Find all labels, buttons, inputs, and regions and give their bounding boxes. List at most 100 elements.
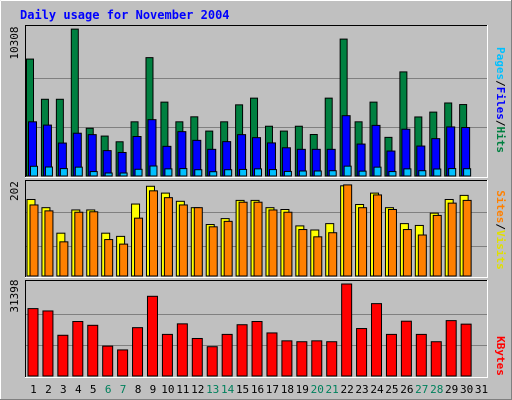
x-tick-label: 9 bbox=[150, 383, 157, 396]
x-tick-label: 19 bbox=[296, 383, 309, 396]
sites-bar bbox=[253, 201, 263, 277]
hits-ymax-label: 10308 bbox=[8, 26, 21, 59]
sites-bar bbox=[432, 214, 442, 277]
pages-bar bbox=[224, 169, 233, 177]
sites-bar bbox=[44, 210, 54, 277]
kbytes-bar bbox=[326, 341, 338, 377]
sites-bar bbox=[104, 239, 114, 277]
sites-bar bbox=[119, 243, 129, 277]
pages-bar bbox=[30, 165, 38, 177]
sites-bar bbox=[283, 211, 293, 277]
kbytes-bar bbox=[27, 308, 39, 377]
kbytes-bar bbox=[460, 323, 472, 377]
kbytes-bar bbox=[236, 324, 248, 377]
legend-sites: Sites bbox=[494, 190, 507, 223]
pages-bar bbox=[74, 166, 83, 177]
x-tick-label: 2 bbox=[45, 383, 52, 396]
kbytes-bar bbox=[415, 333, 427, 377]
legend-pages: Pages bbox=[494, 47, 507, 80]
x-tick-label: 21 bbox=[326, 383, 339, 396]
x-tick-label: 24 bbox=[370, 383, 384, 396]
kbytes-bar bbox=[161, 333, 173, 377]
x-tick-label: 15 bbox=[236, 383, 249, 396]
legend-visits: Visits bbox=[494, 230, 507, 270]
x-tick-label: 8 bbox=[135, 383, 142, 396]
pages-bar bbox=[433, 168, 442, 177]
sites-bar bbox=[343, 184, 353, 277]
x-tick-label: 31 bbox=[475, 383, 488, 396]
kbytes-bar bbox=[132, 327, 144, 377]
sites-bar bbox=[208, 226, 218, 277]
pages-bar bbox=[119, 172, 128, 177]
hits-legend: Pages/Files/Hits bbox=[494, 47, 507, 153]
kbytes-bar bbox=[42, 310, 54, 377]
kbytes-bar bbox=[385, 333, 397, 377]
kbytes-bar bbox=[296, 341, 308, 377]
x-tick-label: 7 bbox=[120, 383, 127, 396]
pages-bar bbox=[104, 172, 113, 177]
x-tick-label: 13 bbox=[206, 383, 219, 396]
pages-bar bbox=[358, 170, 367, 177]
x-tick-label: 30 bbox=[460, 383, 473, 396]
kbytes-bar bbox=[57, 334, 69, 377]
sites-bar bbox=[417, 234, 427, 277]
pages-bar bbox=[149, 165, 158, 177]
sites-bar bbox=[74, 211, 84, 277]
x-tick-label: 20 bbox=[311, 383, 324, 396]
kbytes-bar bbox=[146, 295, 158, 377]
sites-bar bbox=[238, 201, 248, 277]
visits-ymax-label: 202 bbox=[8, 181, 21, 201]
kbytes-bar bbox=[251, 320, 263, 377]
visits-sites-panel bbox=[25, 180, 488, 278]
x-tick-label: 25 bbox=[385, 383, 398, 396]
x-tick-label: 1 bbox=[30, 383, 37, 396]
x-tick-label: 17 bbox=[266, 383, 279, 396]
legend-sep: / bbox=[494, 120, 507, 127]
pages-bar bbox=[194, 169, 203, 177]
x-axis-day-labels: 1 2 3 4 5 6 7 8 9 10 11 12 13 14 15 16 17 18 19 20 21 22 23 24 2… bbox=[30, 383, 488, 396]
x-tick-label: 18 bbox=[281, 383, 294, 396]
legend-sep: / bbox=[494, 80, 507, 87]
sites-bar bbox=[178, 204, 188, 277]
sites-bar bbox=[402, 229, 412, 277]
legend-sep: / bbox=[494, 223, 507, 230]
x-tick-label: 27 bbox=[415, 383, 428, 396]
pages-bar bbox=[209, 171, 218, 177]
x-tick-label: 23 bbox=[355, 383, 368, 396]
files-bar bbox=[117, 151, 127, 177]
sites-bar bbox=[328, 232, 338, 277]
x-tick-label: 10 bbox=[161, 383, 174, 396]
kbytes-bar bbox=[430, 341, 442, 377]
sites-bar bbox=[387, 209, 397, 277]
hits-files-pages-panel bbox=[25, 25, 488, 178]
kbytes-bar bbox=[87, 324, 99, 377]
legend-hits: Hits bbox=[494, 127, 507, 154]
x-tick-label: 29 bbox=[445, 383, 458, 396]
pages-bar bbox=[418, 170, 427, 177]
pages-bar bbox=[134, 168, 143, 177]
sites-bar bbox=[298, 229, 308, 277]
kbytes-bar bbox=[221, 333, 233, 377]
pages-bar bbox=[179, 168, 188, 177]
kbytes-panel bbox=[25, 280, 488, 378]
pages-bar bbox=[239, 168, 248, 177]
x-tick-label: 16 bbox=[251, 383, 264, 396]
sites-bar bbox=[462, 199, 472, 277]
pages-bar bbox=[388, 171, 397, 177]
x-tick-label: 4 bbox=[75, 383, 82, 396]
x-tick-label: 6 bbox=[105, 383, 112, 396]
pages-bar bbox=[463, 168, 472, 177]
pages-bar bbox=[268, 169, 277, 177]
pages-bar bbox=[403, 168, 412, 177]
pages-bar bbox=[448, 168, 457, 177]
sites-bar bbox=[134, 217, 144, 277]
sites-bar bbox=[447, 202, 457, 277]
kbytes-bar bbox=[206, 346, 218, 377]
sites-bar bbox=[59, 241, 69, 277]
visits-legend: Sites/Visits bbox=[494, 190, 507, 270]
sites-bar bbox=[89, 211, 99, 277]
x-tick-label: 11 bbox=[176, 383, 189, 396]
pages-bar bbox=[44, 166, 53, 177]
kbytes-bar bbox=[445, 320, 457, 377]
